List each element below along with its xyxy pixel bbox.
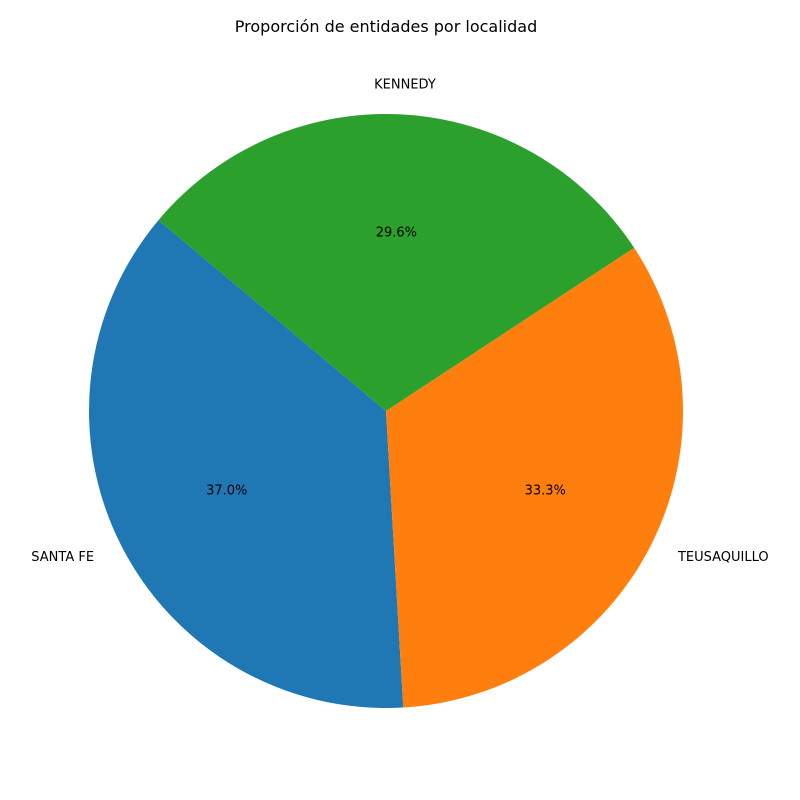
- pie-slice-teusaquillo: [386, 247, 683, 708]
- slice-percent-label: 33.3%: [525, 483, 566, 498]
- chart-title: Proporción de entidades por localidad: [235, 17, 537, 36]
- pie-slices: [89, 113, 683, 708]
- slice-percent-label: 29.6%: [376, 226, 417, 241]
- slice-label: TEUSAQUILLO: [677, 550, 769, 565]
- pie-slice-santa-fe: [89, 220, 404, 708]
- slice-label: SANTA FE: [31, 550, 94, 565]
- pie-labels: SANTA FE 37.0% TEUSAQUILLO 33.3% KENNEDY 29.6…: [31, 77, 768, 565]
- slice-percent-label: 37.0%: [206, 483, 247, 498]
- pie-slice-kennedy: [158, 113, 635, 411]
- slice-label: KENNEDY: [374, 77, 436, 92]
